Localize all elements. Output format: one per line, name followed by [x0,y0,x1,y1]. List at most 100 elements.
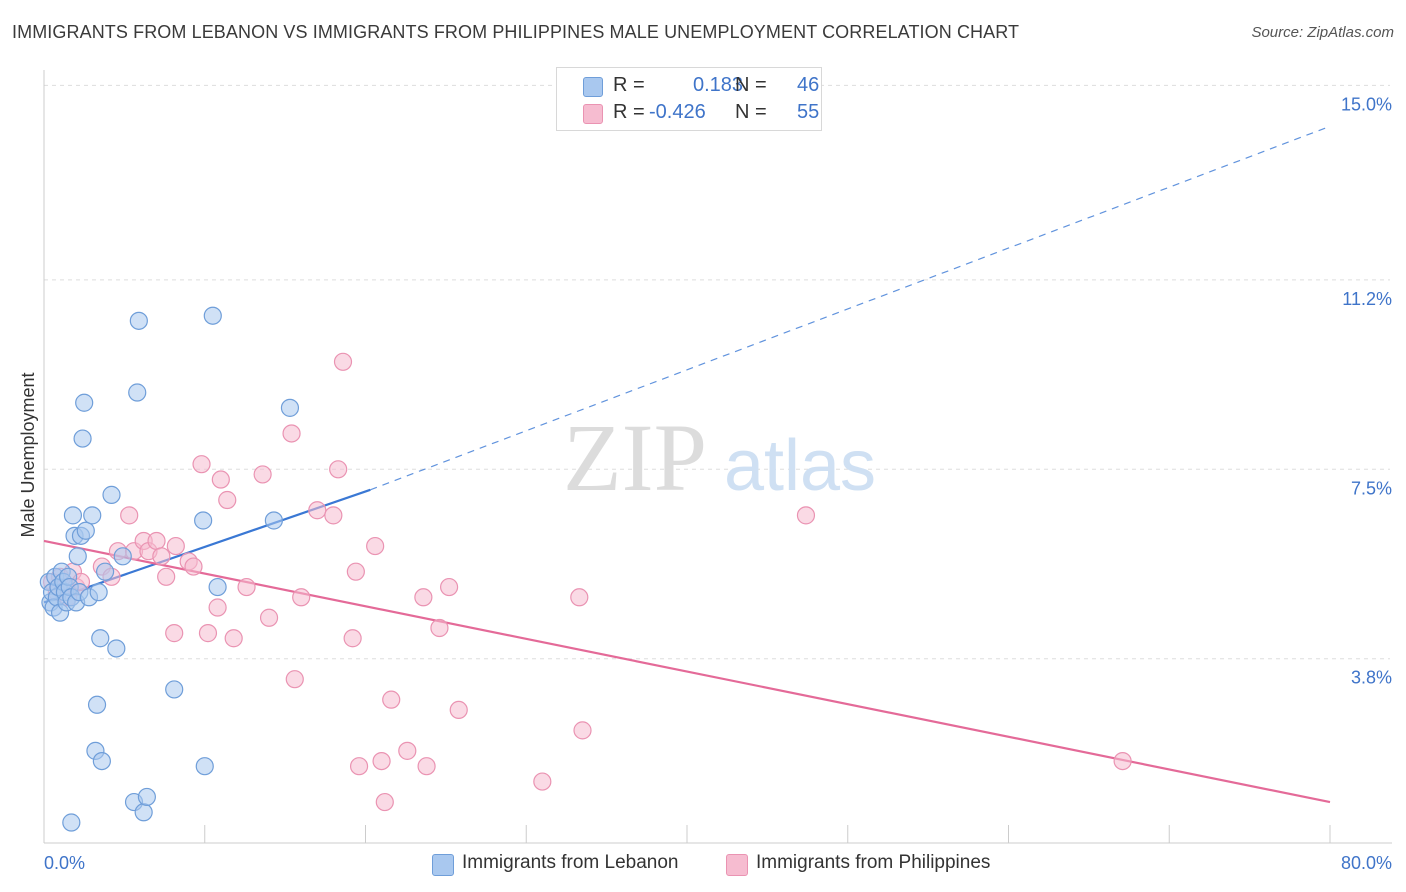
philippines-point [211,470,230,489]
y-axis-label: Male Unemployment [18,372,38,537]
philippines-point [218,490,237,510]
philippines-point [192,455,211,474]
philippines-point [366,536,385,556]
philippines-point [449,700,468,720]
philippines-point [184,557,203,576]
philippines-point [1113,751,1132,771]
tick-labels: 3.8% 7.5% 11.2% 15.0% 0.0% 80.0% [44,94,1392,873]
philippines-point [439,577,459,597]
philippines-point [349,757,369,776]
philippines-point [165,624,184,643]
watermark-zip: ZIP [563,404,707,511]
philippines-point [324,506,343,525]
lebanon-trendline-extension [370,125,1331,491]
legend-n-value: 46 [797,74,820,96]
legend-swatch-lebanon [583,77,603,97]
philippines-point [796,506,816,525]
data-points [39,306,1132,832]
correlation-legend: R = 0.183 N = 46 R = -0.426 N = 55 [556,67,822,131]
source-label: Source: ZipAtlas.com [1251,24,1394,41]
legend-r-value: -0.426 [649,101,706,123]
y-tick-label: 3.8% [1351,668,1392,688]
philippines-point [382,690,401,709]
legend-r-label: R = [613,101,645,123]
philippines-point [533,772,552,791]
y-tick-label: 7.5% [1351,478,1392,498]
philippines-point [398,741,417,760]
y-tick-label: 15.0% [1341,94,1392,114]
philippines-point [414,588,433,607]
lebanon-point [62,813,81,832]
philippines-point [292,588,311,607]
lebanon-point [107,639,126,658]
watermark: ZIP atlas [563,404,876,511]
philippines-point [430,618,449,638]
legend-swatch-philippines [583,104,603,124]
grid-lines [44,84,1390,660]
lebanon-point [76,521,95,540]
philippines-point [329,460,348,479]
philippines-point [346,562,365,581]
series-legend: Immigrants from Lebanon Immigrants from … [0,852,1406,878]
philippines-point [253,465,272,484]
legend-n-value: 55 [797,101,820,123]
lebanon-point [92,751,111,771]
philippines-point [372,751,391,771]
axes [43,70,1392,844]
watermark-atlas: atlas [724,426,876,506]
philippines-point [120,506,139,525]
lebanon-point [75,393,94,412]
philippines-point [573,721,592,740]
philippines-point [282,424,301,443]
lebanon-point [63,506,83,525]
philippines-point [198,624,218,643]
legend-r-value: 0.183 [693,74,744,96]
lebanon-point [264,511,283,530]
lebanon-point [102,485,121,504]
philippines-point [285,670,304,689]
lebanon-point [83,506,102,525]
x-tick-label-right: 80.0% [1341,853,1392,873]
legend-n-label: N = [735,101,767,123]
series-label-lebanon: Immigrants from Lebanon [462,852,679,873]
philippines-point [208,598,227,617]
lebanon-point [165,680,184,699]
lebanon-point [68,547,87,566]
lebanon-point [280,398,300,417]
lebanon-point [113,547,132,566]
lebanon-point [203,306,222,325]
philippines-point [308,501,327,520]
philippines-point [333,352,353,371]
y-tick-label: 11.2% [1342,289,1392,309]
philippines-point [224,629,243,648]
lebanon-point [137,787,156,807]
lebanon-point [195,757,214,776]
legend-r-label: R = [613,74,645,96]
lebanon-point [89,583,108,602]
lebanon-point [194,511,213,530]
philippines-point [417,757,436,776]
series-label-philippines: Immigrants from Philippines [756,852,991,873]
philippines-point [157,567,176,586]
philippines-point [166,536,185,556]
philippines-point [375,792,394,812]
lebanon-point [87,695,107,714]
philippines-point [259,608,279,627]
philippines-point [237,577,256,597]
series-swatch-lebanon [432,854,454,876]
philippines-trendline [43,539,1331,804]
x-tick-label-left: 0.0% [44,853,85,873]
legend-n-label: N = [735,74,767,96]
lebanon-point [91,629,110,648]
lebanon-point [134,803,153,822]
lebanon-point [208,577,227,597]
lebanon-point [95,562,115,581]
philippines-point [343,629,362,648]
philippines-point [570,588,589,607]
lebanon-point [129,311,148,330]
lebanon-point [73,429,92,448]
series-swatch-philippines [726,854,748,876]
lebanon-point [128,383,147,402]
philippines-point [152,547,171,566]
